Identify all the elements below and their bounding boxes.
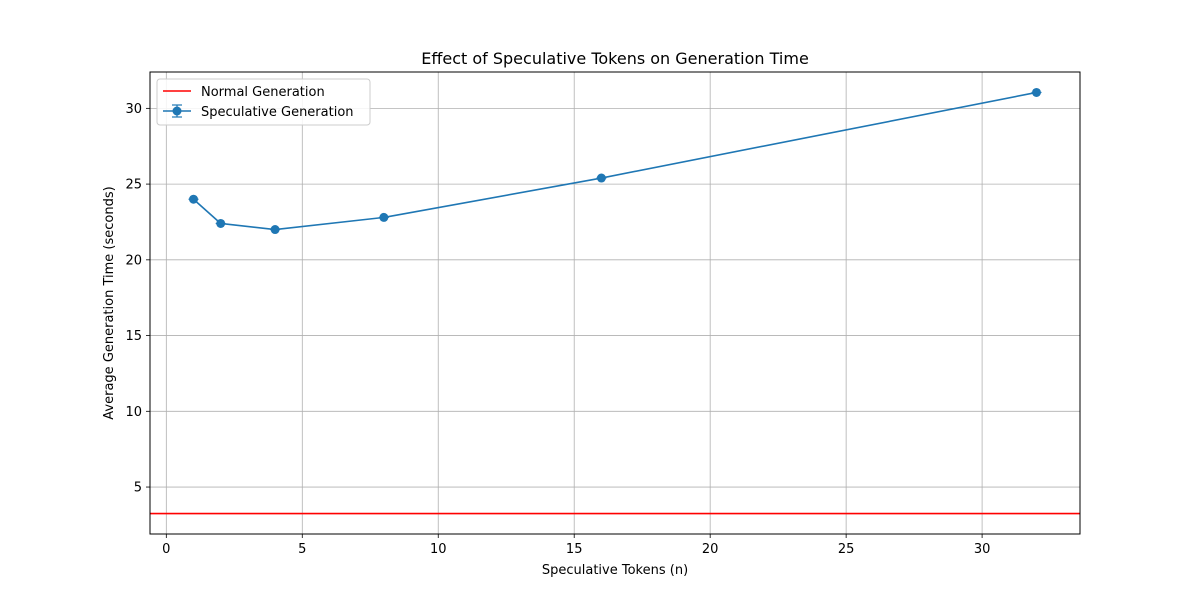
x-tick-label: 25 <box>838 542 855 557</box>
grid <box>150 72 1080 534</box>
y-axis-label: Average Generation Time (seconds) <box>102 186 117 419</box>
data-point <box>596 173 606 183</box>
x-axis-label: Speculative Tokens (n) <box>542 563 688 578</box>
x-tick-label: 5 <box>298 542 306 557</box>
y-tick-label: 20 <box>125 253 142 268</box>
x-tick-label: 30 <box>974 542 991 557</box>
series-layer <box>188 87 1042 235</box>
y-axis: 5 10 15 20 25 30 <box>125 102 150 496</box>
x-tick-label: 20 <box>702 542 719 557</box>
legend-box <box>156 78 371 126</box>
legend-swatch-speculative-generation <box>163 104 191 118</box>
data-point <box>379 212 389 222</box>
y-tick-label: 5 <box>134 481 142 496</box>
legend: Normal Generation Speculative Generation <box>156 78 371 126</box>
plot-area-frame <box>149 71 1081 535</box>
x-tick-label: 0 <box>162 542 170 557</box>
data-point <box>270 225 280 235</box>
y-tick-label: 30 <box>125 102 142 117</box>
y-tick-label: 25 <box>125 178 142 193</box>
legend-label-normal-generation: Normal Generation <box>201 85 325 100</box>
data-point <box>216 218 226 228</box>
legend-label-speculative-generation: Speculative Generation <box>201 105 354 120</box>
data-point <box>189 194 199 204</box>
data-point <box>1031 87 1041 97</box>
x-tick-label: 15 <box>566 542 583 557</box>
x-axis: 0 5 10 15 20 25 30 <box>162 534 990 557</box>
series-line-speculative-generation <box>192 91 1037 231</box>
y-tick-label: 15 <box>125 329 142 344</box>
y-tick-label: 10 <box>125 405 142 420</box>
chart-title: Effect of Speculative Tokens on Generati… <box>421 49 809 68</box>
x-tick-label: 10 <box>430 542 447 557</box>
